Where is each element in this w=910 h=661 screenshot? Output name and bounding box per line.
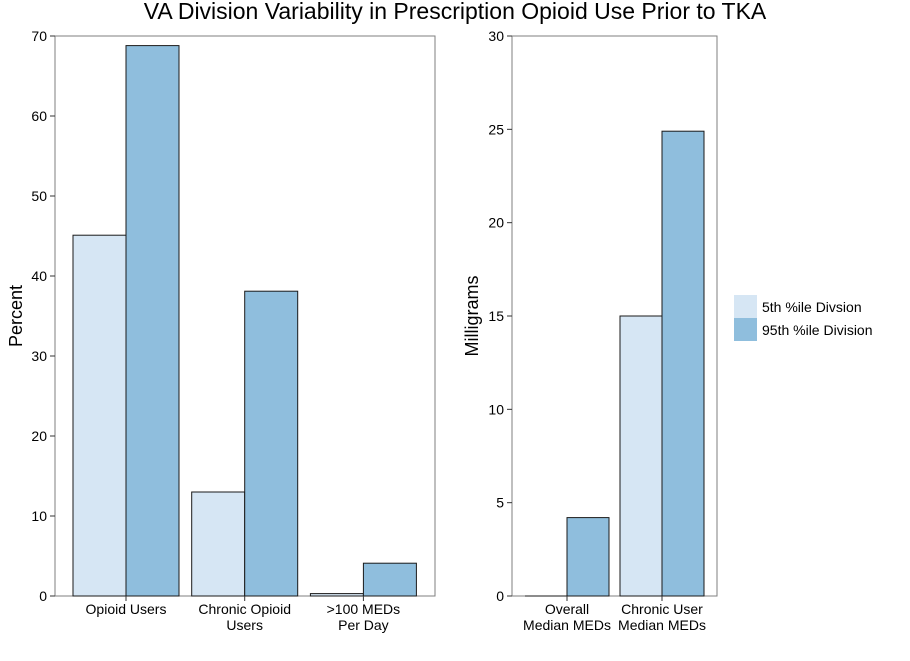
y-tick-label: 25 [488,121,504,137]
x-tick-label: Users [226,617,263,633]
bar-p5 [619,315,663,597]
y-tick-label: 10 [31,508,47,524]
y-tick-label: 40 [31,268,47,284]
x-tick-label: Chronic Opioid [198,601,291,617]
y-tick-label: 50 [31,188,47,204]
chart-title: VA Division Variability in Prescription … [144,0,767,24]
y-tick-label: 0 [39,588,47,604]
bar-p95 [244,290,299,597]
bar-p95 [362,562,417,597]
legend-label: 5th %ile Divsion [762,299,862,315]
legend-swatch [734,318,757,341]
y-axis-label: Milligrams [462,276,482,357]
y-tick-label: 20 [31,428,47,444]
y-tick-label: 15 [488,308,504,324]
bar-p5 [191,491,246,597]
left-panel-percent: 0 10 20 30 40 50 60 70 Percent Opioid Users Chroni… [6,28,436,633]
x-tick-label: Chronic User [621,601,703,617]
x-tick-label: Per Day [338,617,389,633]
x-tick-label: Overall [545,601,589,617]
y-tick-label: 20 [488,215,504,231]
y-tick-label: 60 [31,108,47,124]
bar-p95 [566,517,610,597]
y-tick-label: 5 [496,495,504,511]
bar-p5 [309,593,364,597]
bar-p95 [661,130,705,597]
x-tick-label: >100 MEDs [327,601,401,617]
x-tick-label: Median MEDs [618,617,706,633]
legend-swatch [734,295,757,318]
y-tick-label: 10 [488,401,504,417]
y-tick-label: 70 [31,28,47,44]
y-tick-label: 30 [488,28,504,44]
legend-label: 95th %ile Division [762,322,873,338]
x-tick-label: Opioid Users [86,601,167,617]
y-axis-label: Percent [6,285,26,347]
bar-p5 [72,234,127,597]
legend: 5th %ile Divsion 95th %ile Division [734,295,873,341]
x-tick-label: Median MEDs [523,617,611,633]
bar-p95 [125,45,180,597]
y-tick-label: 0 [496,588,504,604]
y-tick-label: 30 [31,348,47,364]
